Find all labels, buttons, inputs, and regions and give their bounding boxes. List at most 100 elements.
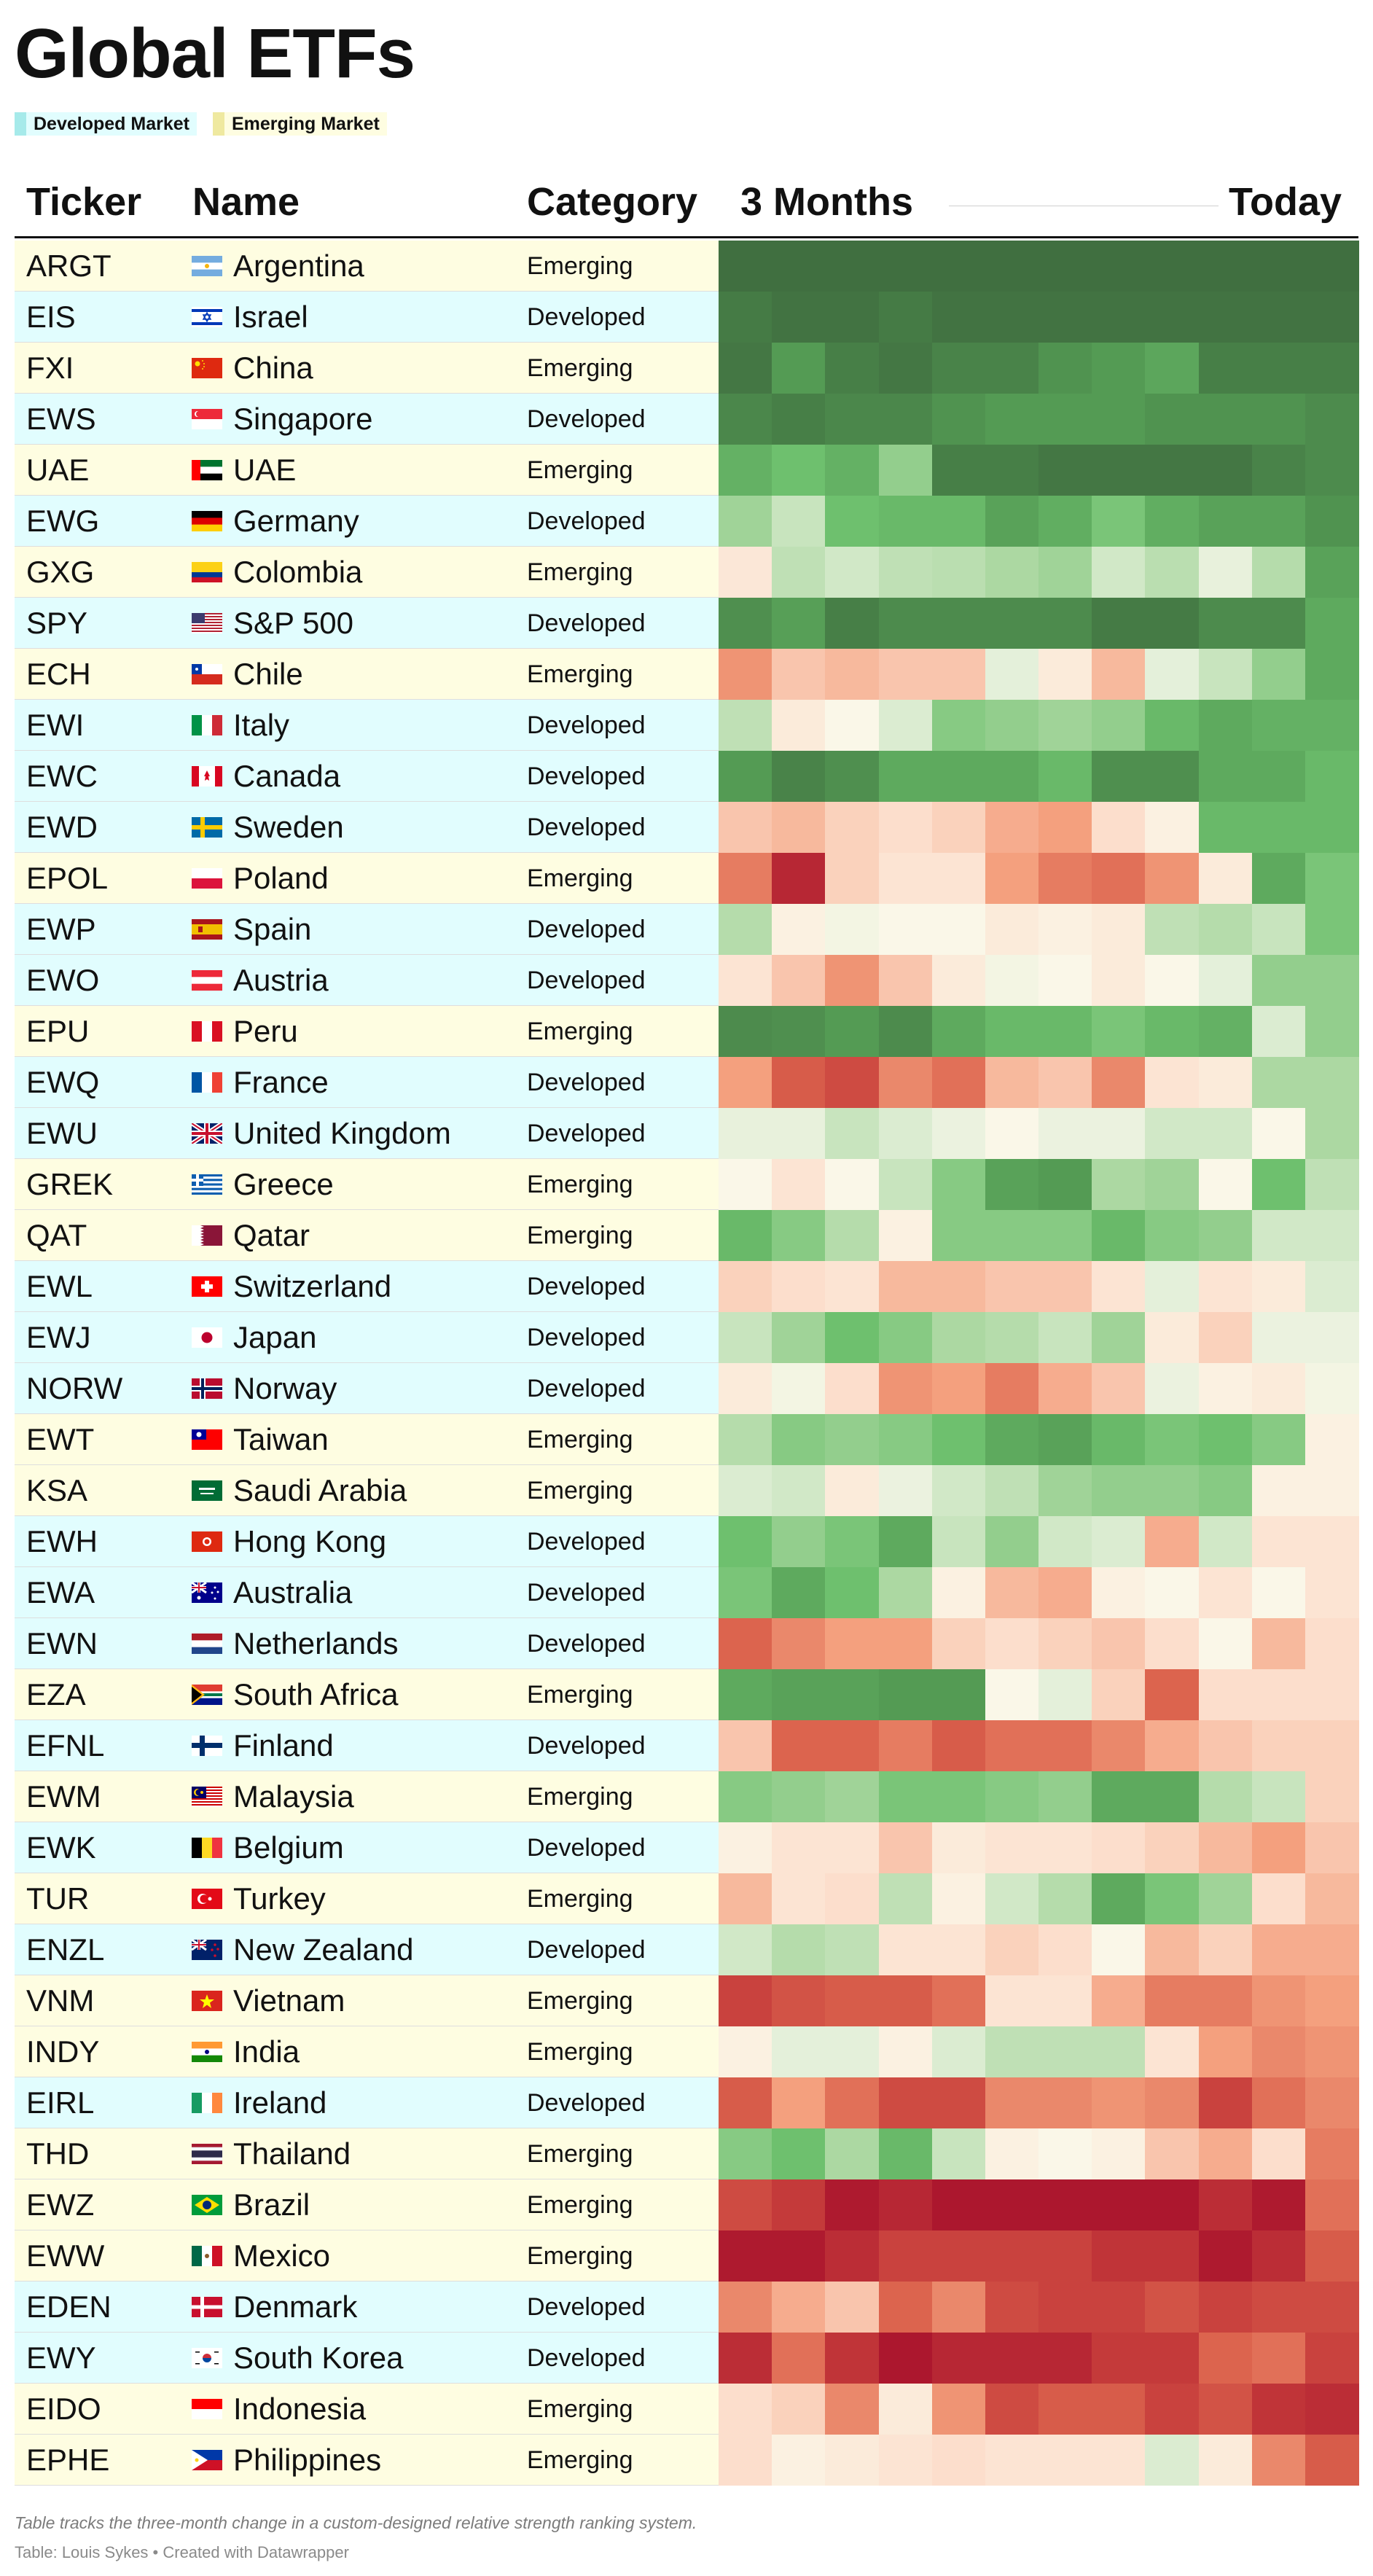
heatmap-cell [1145, 1363, 1200, 1414]
heatmap-cell [985, 1210, 1039, 1261]
heatmap-cell [825, 1669, 880, 1720]
flag-icon-id [192, 2399, 222, 2419]
row-background [15, 904, 719, 954]
ticker-cell: GXG [26, 555, 95, 589]
table-row: EPHE Philippines Emerging [15, 2435, 1359, 2486]
heatmap-cell [1251, 1210, 1306, 1261]
heatmap-cell [719, 1108, 772, 1159]
ticker-cell: EWK [26, 1830, 96, 1865]
heatmap-cell [931, 1516, 986, 1567]
heatmap-cell [1251, 394, 1306, 445]
heatmap-cell [1092, 1822, 1146, 1873]
heatmap-cell [825, 802, 880, 853]
table-row: EWY South Korea Developed [15, 2333, 1359, 2384]
header-ticker[interactable]: Ticker [26, 180, 142, 224]
flag-icon-it [192, 715, 222, 735]
heatmap-cell [1145, 853, 1200, 904]
heatmap-cell [825, 1159, 880, 1210]
heatmap-cell [1145, 1159, 1200, 1210]
heatmap-cell [1092, 904, 1146, 955]
heatmap-cell [1198, 241, 1253, 292]
heatmap-cell [1145, 343, 1200, 394]
heatmap-cell [825, 1924, 880, 1975]
heatmap-cell [931, 547, 986, 598]
flag-icon-hk [192, 1531, 222, 1552]
heatmap-cell [825, 292, 880, 343]
heatmap-cell [772, 700, 826, 751]
name-cell: Denmark [233, 2290, 358, 2324]
heatmap-cell [1251, 445, 1306, 496]
name-cell: Norway [233, 1371, 337, 1405]
heatmap-cell [1092, 1057, 1146, 1108]
heatmap-cell [1251, 343, 1306, 394]
table-row: EWK Belgium Developed [15, 1822, 1359, 1873]
heatmap-cell [1304, 2026, 1359, 2077]
flag-icon-za [192, 1685, 222, 1705]
heatmap-cell [985, 1975, 1039, 2026]
row-divider [15, 342, 719, 343]
header-name[interactable]: Name [192, 180, 300, 224]
heatmap-cell [1251, 2435, 1306, 2486]
heatmap-cell [1198, 955, 1253, 1006]
heatmap-cell [719, 2128, 772, 2179]
heatmap-cell [1304, 496, 1359, 547]
ticker-cell: EWC [26, 759, 98, 793]
row-background [15, 394, 719, 444]
name-cell: Philippines [233, 2443, 382, 2477]
heatmap-cell [878, 1516, 933, 1567]
heatmap-row [719, 1669, 1359, 1720]
heatmap-row [719, 2333, 1359, 2384]
heatmap-cell [1038, 241, 1092, 292]
heatmap-cell [931, 1006, 986, 1057]
ticker-cell: EZA [26, 1677, 86, 1712]
heatmap-row [719, 1618, 1359, 1669]
heatmap-cell [931, 1108, 986, 1159]
flag-icon-ae [192, 460, 222, 480]
heatmap-cell [1198, 496, 1253, 547]
heatmap-cell [878, 496, 933, 547]
heatmap-cell [1092, 1516, 1146, 1567]
row-background [15, 1363, 719, 1413]
heatmap-cell [772, 2384, 826, 2435]
heatmap-cell [719, 1771, 772, 1822]
heatmap-row [719, 853, 1359, 904]
name-cell: S&P 500 [233, 606, 354, 640]
name-cell: Japan [233, 1320, 317, 1354]
heatmap-cell [719, 2333, 772, 2384]
heatmap-cell [878, 1873, 933, 1924]
heatmap-cell [1145, 1210, 1200, 1261]
heatmap-cell [1092, 1006, 1146, 1057]
heatmap-cell [1145, 1771, 1200, 1822]
legend: Developed Market Emerging Market [15, 111, 387, 137]
heatmap-cell [931, 394, 986, 445]
heatmap-row [719, 1465, 1359, 1516]
heatmap-cell [985, 1618, 1039, 1669]
row-divider [15, 546, 719, 547]
heatmap-cell [985, 2026, 1039, 2077]
table-row: EWH Hong Kong Developed [15, 1516, 1359, 1567]
heatmap-cell [1038, 1465, 1092, 1516]
heatmap-cell [825, 2282, 880, 2333]
table-row: TUR Turkey Emerging [15, 1873, 1359, 1924]
heatmap-cell [1251, 2179, 1306, 2230]
flag-icon-my [192, 1787, 222, 1807]
heatmap-cell [772, 1924, 826, 1975]
heatmap-cell [1251, 1414, 1306, 1465]
header-category[interactable]: Category [527, 180, 698, 224]
heatmap-cell [1145, 751, 1200, 802]
flag-icon-ch [192, 1276, 222, 1297]
heatmap-cell [1304, 1516, 1359, 1567]
heatmap-cell [1304, 1771, 1359, 1822]
heatmap-cell [931, 1465, 986, 1516]
heatmap-cell [1304, 1975, 1359, 2026]
heatmap-cell [1304, 904, 1359, 955]
ticker-cell: EDEN [26, 2290, 112, 2324]
heatmap-cell [1092, 1312, 1146, 1363]
heatmap-cell [985, 853, 1039, 904]
ticker-cell: EWJ [26, 1320, 91, 1354]
category-cell: Developed [527, 507, 646, 535]
heatmap-cell [1145, 2179, 1200, 2230]
heatmap-cell [878, 751, 933, 802]
heatmap-cell [825, 394, 880, 445]
heatmap-cell [825, 1618, 880, 1669]
